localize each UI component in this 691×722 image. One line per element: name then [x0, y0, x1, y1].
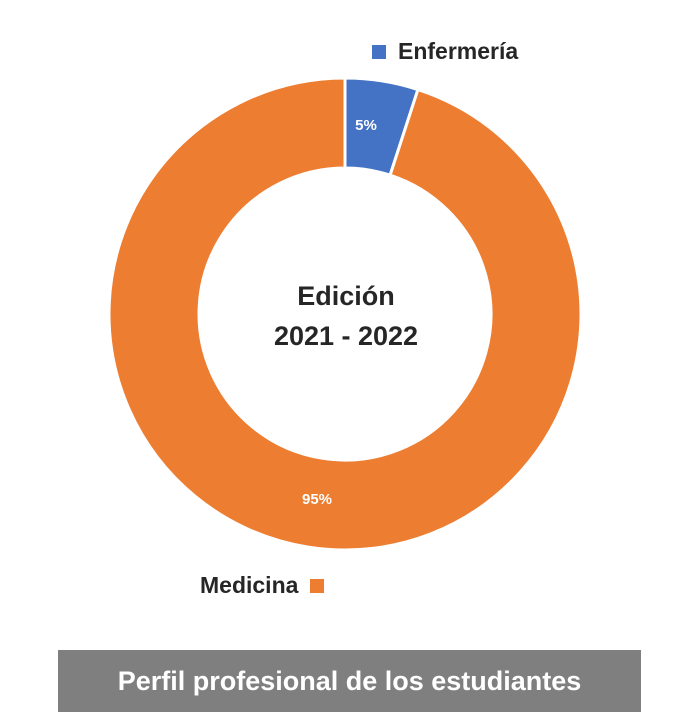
center-title-line-1: Edición: [297, 281, 395, 311]
legend-label-medicina: Medicina: [200, 572, 299, 598]
legend-swatch-medicina: [310, 578, 325, 593]
data-label-enfermeria: 5%: [355, 117, 377, 134]
legend-label-enfermeria: Enfermería: [398, 38, 519, 64]
center-title-line-2: 2021 - 2022: [273, 321, 419, 351]
legend-swatch-enfermeria: [372, 44, 386, 59]
chart-center-title: Edición 2021 - 2022: [196, 276, 496, 356]
legend-item-medicina: Medicina: [200, 572, 325, 599]
legend-item-enfermeria: Enfermería: [372, 38, 518, 65]
footer-banner: Perfil profesional de los estudiantes: [58, 650, 641, 712]
footer-text: Perfil profesional de los estudiantes: [117, 665, 582, 696]
donut-slice-medicina: [107, 76, 583, 552]
donut-chart: 5% 95%: [107, 76, 583, 552]
data-label-medicina: 95%: [302, 491, 332, 508]
